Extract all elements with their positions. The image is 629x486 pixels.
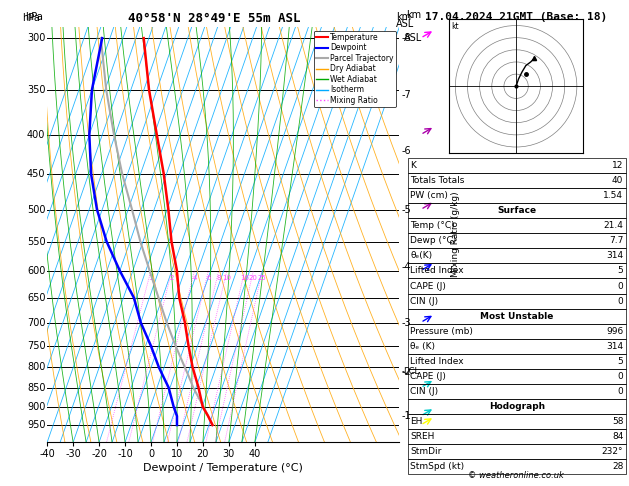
- Text: -6: -6: [401, 146, 411, 156]
- Text: 850: 850: [27, 382, 45, 393]
- Text: 2: 2: [170, 275, 174, 281]
- Text: 314: 314: [606, 251, 623, 260]
- Text: CIN (J): CIN (J): [410, 387, 438, 396]
- Text: 25: 25: [258, 275, 267, 281]
- Text: 314: 314: [606, 342, 623, 351]
- Text: Lifted Index: Lifted Index: [410, 266, 464, 276]
- Legend: Temperature, Dewpoint, Parcel Trajectory, Dry Adiabat, Wet Adiabat, Isotherm, Mi: Temperature, Dewpoint, Parcel Trajectory…: [314, 31, 396, 107]
- Text: PW (cm): PW (cm): [410, 191, 448, 200]
- Text: 500: 500: [27, 205, 45, 215]
- Text: 400: 400: [27, 130, 45, 139]
- Text: -1: -1: [401, 411, 411, 421]
- X-axis label: Dewpoint / Temperature (°C): Dewpoint / Temperature (°C): [143, 463, 303, 473]
- Text: 1: 1: [148, 275, 153, 281]
- Text: 900: 900: [27, 402, 45, 412]
- Text: 5: 5: [618, 266, 623, 276]
- Text: hPa: hPa: [23, 13, 40, 22]
- Text: -5: -5: [401, 205, 411, 215]
- Text: 8: 8: [216, 275, 221, 281]
- Text: CAPE (J): CAPE (J): [410, 281, 446, 291]
- Text: 4: 4: [192, 275, 197, 281]
- Text: 800: 800: [27, 363, 45, 372]
- Text: Dewp (°C): Dewp (°C): [410, 236, 457, 245]
- Text: 58: 58: [612, 417, 623, 426]
- Text: Temp (°C): Temp (°C): [410, 221, 455, 230]
- Text: Totals Totals: Totals Totals: [410, 176, 464, 185]
- Text: -8: -8: [401, 33, 411, 43]
- Text: 40°58'N 28°49'E 55m ASL: 40°58'N 28°49'E 55m ASL: [128, 12, 300, 25]
- Text: 996: 996: [606, 327, 623, 336]
- Text: 28: 28: [612, 462, 623, 471]
- Text: km: km: [396, 12, 411, 22]
- Text: 84: 84: [612, 432, 623, 441]
- Text: 12: 12: [612, 161, 623, 170]
- Text: Hodograph: Hodograph: [489, 402, 545, 411]
- Text: 232°: 232°: [602, 447, 623, 456]
- Text: Lifted Index: Lifted Index: [410, 357, 464, 366]
- Text: -3: -3: [401, 317, 411, 328]
- Text: hPa: hPa: [25, 12, 43, 22]
- Text: -2: -2: [401, 366, 411, 377]
- Text: -4: -4: [401, 262, 411, 273]
- Text: EH: EH: [410, 417, 423, 426]
- Text: 300: 300: [27, 33, 45, 43]
- Text: SREH: SREH: [410, 432, 435, 441]
- Text: 450: 450: [27, 169, 45, 179]
- Text: 0: 0: [618, 281, 623, 291]
- Text: ASL: ASL: [396, 19, 415, 30]
- Text: 0: 0: [618, 372, 623, 381]
- Text: 650: 650: [27, 293, 45, 303]
- Text: K: K: [410, 161, 416, 170]
- Text: 7.7: 7.7: [609, 236, 623, 245]
- Text: © weatheronline.co.uk: © weatheronline.co.uk: [468, 471, 564, 480]
- Text: θₑ (K): θₑ (K): [410, 342, 435, 351]
- Text: 10: 10: [222, 275, 231, 281]
- Text: 950: 950: [27, 420, 45, 430]
- Text: 1.54: 1.54: [603, 191, 623, 200]
- Text: 21.4: 21.4: [603, 221, 623, 230]
- Text: kt: kt: [452, 22, 459, 31]
- Text: -7: -7: [401, 89, 411, 100]
- Text: 6: 6: [206, 275, 211, 281]
- Text: 550: 550: [27, 237, 45, 246]
- Text: StmSpd (kt): StmSpd (kt): [410, 462, 464, 471]
- Text: 0: 0: [618, 296, 623, 306]
- Text: 600: 600: [27, 266, 45, 276]
- Text: 16: 16: [240, 275, 249, 281]
- Text: 700: 700: [27, 317, 45, 328]
- Text: Most Unstable: Most Unstable: [480, 312, 554, 321]
- Text: 0: 0: [618, 387, 623, 396]
- Text: CAPE (J): CAPE (J): [410, 372, 446, 381]
- Text: Pressure (mb): Pressure (mb): [410, 327, 473, 336]
- Text: 40: 40: [612, 176, 623, 185]
- Text: Surface: Surface: [497, 206, 537, 215]
- Text: 350: 350: [27, 85, 45, 95]
- Text: 750: 750: [27, 341, 45, 351]
- Text: StmDir: StmDir: [410, 447, 442, 456]
- Text: CIN (J): CIN (J): [410, 296, 438, 306]
- Text: ASL: ASL: [404, 33, 423, 43]
- Text: km: km: [406, 11, 421, 20]
- Text: 5: 5: [618, 357, 623, 366]
- Text: 20: 20: [249, 275, 258, 281]
- Text: Mixing Ratio (g/kg): Mixing Ratio (g/kg): [451, 191, 460, 278]
- Text: θₑ(K): θₑ(K): [410, 251, 432, 260]
- Text: 17.04.2024 21GMT (Base: 18): 17.04.2024 21GMT (Base: 18): [425, 12, 607, 22]
- Text: -LCL: -LCL: [401, 367, 420, 376]
